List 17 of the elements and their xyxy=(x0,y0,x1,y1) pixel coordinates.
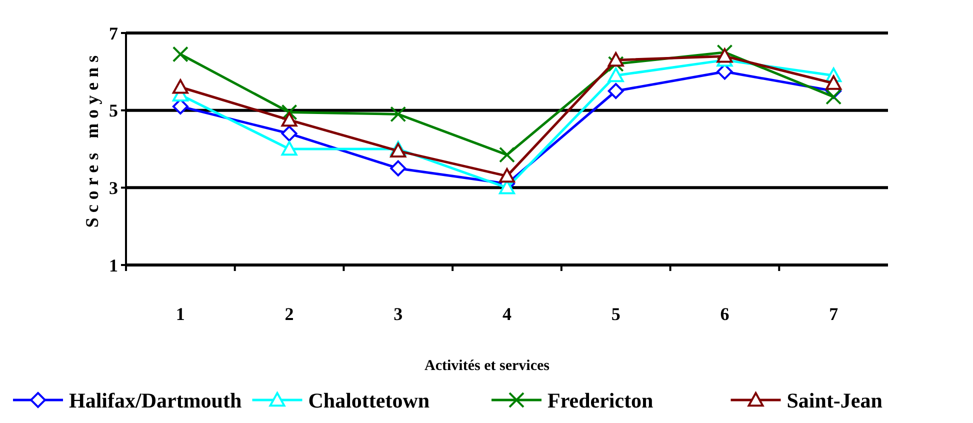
x-tick-label: 2 xyxy=(284,304,294,324)
y-tick-label: 1 xyxy=(109,255,118,276)
x-axis-title: Activités et services xyxy=(424,358,550,374)
x-tick-label: 3 xyxy=(394,304,403,324)
legend-label: Chalottetown xyxy=(308,388,430,412)
y-axis-title: Scores moyens xyxy=(82,50,102,228)
x-tick-label: 4 xyxy=(502,304,512,324)
legend-label: Saint-Jean xyxy=(786,388,883,412)
legend-label: Halifax/Dartmouth xyxy=(69,388,242,412)
x-tick-label: 1 xyxy=(176,304,185,324)
x-tick-label: 7 xyxy=(829,304,838,324)
x-tick-label: 5 xyxy=(611,304,620,324)
y-tick-label: 7 xyxy=(109,23,118,44)
x-tick-label: 6 xyxy=(720,304,730,324)
y-tick-label: 3 xyxy=(109,178,118,198)
legend-label: Fredericton xyxy=(548,388,654,412)
y-tick-label: 5 xyxy=(109,100,118,121)
